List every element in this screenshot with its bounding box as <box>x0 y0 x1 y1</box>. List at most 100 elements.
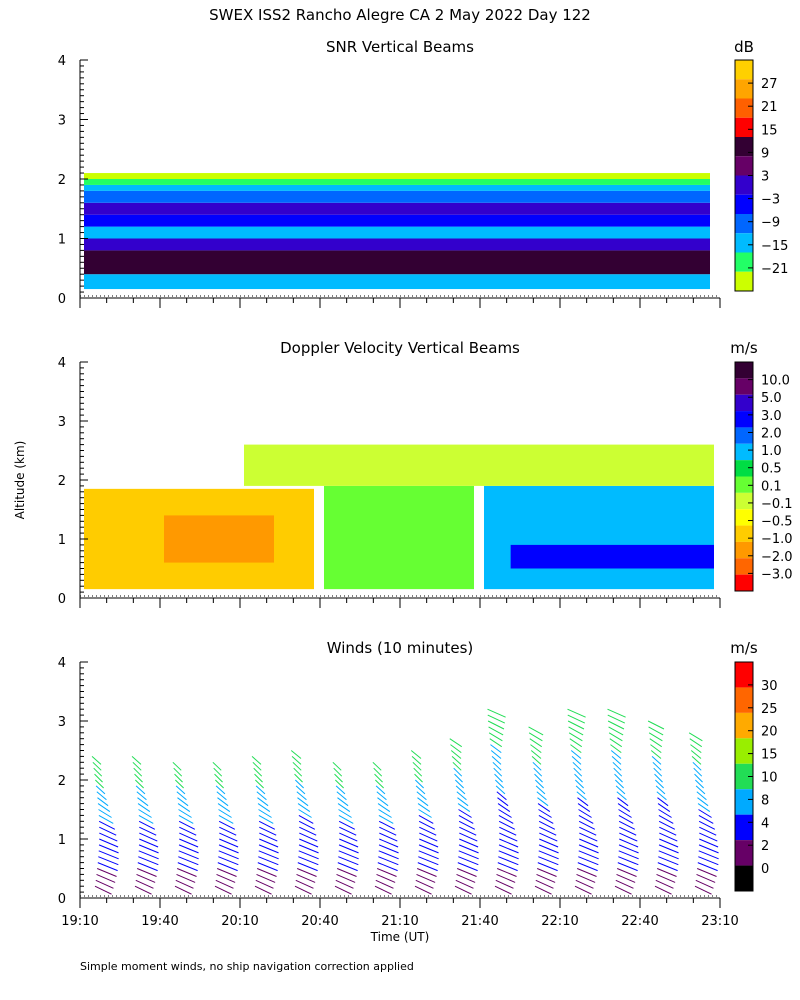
colorbar-swatch <box>735 378 753 395</box>
wind-barb <box>258 844 279 854</box>
wind-barb <box>449 738 463 748</box>
wind-barb <box>258 856 279 866</box>
wind-barb <box>619 826 637 836</box>
wind-barb <box>616 873 636 883</box>
wind-barb <box>454 779 464 789</box>
wind-barb <box>495 785 506 795</box>
wind-barb <box>212 761 222 771</box>
wind-barb <box>613 767 623 777</box>
wind-barb <box>258 850 279 860</box>
colorbar-label: 2 <box>761 839 769 854</box>
wind-barb <box>608 726 624 736</box>
y-tick-label: 3 <box>58 114 66 129</box>
colorbar-swatch <box>735 558 753 575</box>
wind-barb <box>487 714 506 724</box>
wind-barb <box>497 797 509 807</box>
wind-barb <box>96 791 107 801</box>
wind-barb <box>538 814 554 824</box>
colorbar-label: 0 <box>761 862 769 877</box>
wind-profile <box>567 708 599 895</box>
wind-barb <box>491 756 502 765</box>
wind-barb <box>652 761 662 771</box>
wind-barb <box>99 838 119 848</box>
wind-barb <box>337 803 351 813</box>
wind-barb <box>657 862 678 872</box>
wind-barb <box>618 809 632 818</box>
wind-barb <box>252 761 262 771</box>
wind-barb <box>219 826 237 836</box>
velocity-region <box>324 485 474 590</box>
wind-barb <box>615 785 626 795</box>
wind-barb <box>536 873 556 883</box>
wind-barb <box>534 885 552 895</box>
snr-layer <box>84 179 710 185</box>
colorbar-label: 2.0 <box>761 426 782 441</box>
wind-profile <box>688 732 719 895</box>
wind-barb <box>607 714 626 724</box>
wind-barb <box>134 773 143 783</box>
wind-barb <box>530 750 542 759</box>
wind-barb <box>418 856 439 866</box>
wind-barb <box>494 779 504 789</box>
wind-barb <box>619 832 638 842</box>
wind-barb <box>537 868 557 877</box>
wind-barb <box>495 879 514 889</box>
wind-barb <box>658 814 674 824</box>
wind-barb <box>699 826 717 836</box>
wind-barb <box>618 856 639 866</box>
y-tick-label: 1 <box>58 833 66 848</box>
colorbar-swatch <box>735 214 753 234</box>
velocity-region <box>244 444 714 486</box>
wind-barb <box>619 838 639 848</box>
wind-barb <box>651 756 662 765</box>
wind-barb <box>648 726 664 736</box>
wind-barb <box>414 885 432 895</box>
wind-barb <box>335 879 354 889</box>
colorbar-label: −2.0 <box>761 550 793 565</box>
wind-barb <box>579 826 597 836</box>
wind-barb <box>297 868 317 877</box>
wind-barb <box>536 791 547 801</box>
wind-barb <box>339 832 358 842</box>
wind-barb <box>338 814 354 824</box>
x-tick-label: 22:40 <box>621 914 658 929</box>
wind-profile <box>410 750 439 895</box>
wind-barb <box>296 791 307 801</box>
wind-barb <box>374 779 384 789</box>
colorbar-label: 10 <box>761 771 778 786</box>
wind-barb <box>415 785 426 795</box>
wind-barb <box>294 885 312 895</box>
wind-barb <box>217 868 237 877</box>
wind-barb <box>98 820 116 830</box>
wind-barb <box>377 862 398 872</box>
wind-barb <box>336 791 347 801</box>
wind-barb <box>459 832 478 842</box>
wind-barb <box>617 803 631 813</box>
wind-barb <box>297 803 311 813</box>
wind-barb <box>174 773 183 783</box>
wind-profile <box>91 756 119 895</box>
wind-barb <box>99 832 118 842</box>
wind-barb <box>417 862 438 872</box>
colorbar-label: 15 <box>761 748 778 763</box>
wind-barb <box>259 832 278 842</box>
wind-barb <box>698 814 714 824</box>
wind-barb <box>255 785 266 795</box>
wind-barb <box>219 832 238 842</box>
wind-barb <box>568 732 583 742</box>
wind-barb <box>218 844 239 854</box>
wind-barb <box>612 761 622 771</box>
plot-area <box>84 173 710 298</box>
colorbar-label: −3.0 <box>761 567 793 582</box>
wind-barb <box>573 767 583 777</box>
wind-barb <box>139 832 158 842</box>
wind-barb <box>659 838 679 848</box>
wind-barb <box>618 814 634 824</box>
wind-barb <box>567 708 586 718</box>
y-tick-label: 1 <box>58 533 66 548</box>
wind-barb <box>537 862 558 872</box>
wind-barb <box>498 820 516 830</box>
colorbar-label: 30 <box>761 679 778 694</box>
wind-barb <box>538 820 556 830</box>
